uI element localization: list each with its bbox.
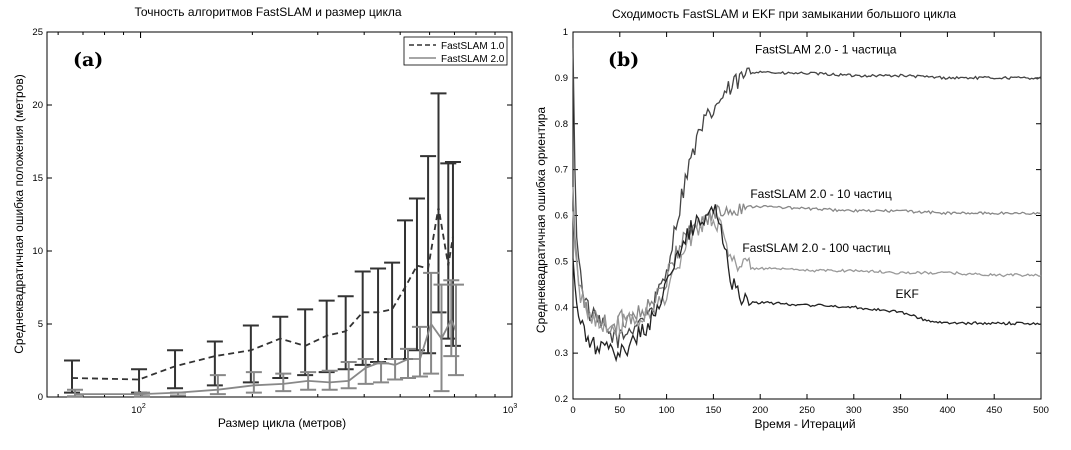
x-tick-label: 300 xyxy=(846,405,862,416)
x-tick-label: 102 xyxy=(131,403,146,416)
y-tick-label: 0.9 xyxy=(555,73,568,84)
panel-b-series-labels: FastSLAM 2.0 - 1 частица FastSLAM 2.0 - 1… xyxy=(742,43,918,302)
panel-a-title: Точность алгоритмов FastSLAM и размер ци… xyxy=(134,5,401,19)
legend-label-fastslam2: FastSLAM 2.0 xyxy=(441,54,505,65)
x-tick-label: 200 xyxy=(752,405,768,416)
y-tick-label: 0.7 xyxy=(555,165,568,176)
x-tick-label: 100 xyxy=(659,405,675,416)
legend-box xyxy=(403,36,508,66)
panel-a-ylabel: Среднеквадратичная ошибка положения (мет… xyxy=(12,74,26,353)
panel-a: Точность алгоритмов FastSLAM и размер ци… xyxy=(12,5,517,430)
series-label-1: FastSLAM 2.0 - 1 частица xyxy=(755,43,897,57)
x-tick-label: 250 xyxy=(799,405,815,416)
panel-a-label: (a) xyxy=(73,49,103,71)
panel-a-legend: FastSLAM 1.0 FastSLAM 2.0 xyxy=(403,36,508,66)
panel-a-error-bars xyxy=(64,92,464,398)
x-tick-label: 150 xyxy=(705,405,721,416)
series-label-2: FastSLAM 2.0 - 10 частиц xyxy=(750,187,892,201)
x-tick-label: 50 xyxy=(615,405,626,416)
y-tick-label: 25 xyxy=(32,27,43,38)
x-tick-label: 350 xyxy=(893,405,909,416)
x-tick-label: 400 xyxy=(939,405,955,416)
panel-b-ylabel: Среднеквадратичная ошибка ориентира xyxy=(534,107,548,334)
series-line-1 xyxy=(71,207,454,381)
series-line-2 xyxy=(572,186,1042,334)
panel-b-xlabel: Время - Итераций xyxy=(754,417,855,431)
panel-b-title: Сходимость FastSLAM и EKF при замыкании … xyxy=(612,7,956,21)
panel-b-lines xyxy=(572,47,1042,363)
panel-b-x-ticks: 0 50 100 150 200 250 300 350 400 450 500 xyxy=(570,32,1049,416)
y-tick-label: 10 xyxy=(32,246,43,257)
y-tick-label: 0.3 xyxy=(555,348,568,359)
y-tick-label: 15 xyxy=(32,173,43,184)
y-tick-label: 1 xyxy=(563,27,568,38)
series-label-4: EKF xyxy=(895,287,918,301)
y-tick-label: 5 xyxy=(38,319,43,330)
panel-a-xlabel: Размер цикла (метров) xyxy=(218,416,346,430)
y-tick-label: 0 xyxy=(38,392,43,403)
panel-a-lines xyxy=(71,207,457,396)
y-tick-label: 20 xyxy=(32,100,43,111)
series-line-1 xyxy=(572,47,1042,349)
legend-label-fastslam1: FastSLAM 1.0 xyxy=(441,41,505,52)
series-label-3: FastSLAM 2.0 - 100 частиц xyxy=(742,241,890,255)
y-tick-label: 0.2 xyxy=(555,394,568,405)
panel-b-label: (b) xyxy=(608,49,639,71)
y-tick-label: 0.8 xyxy=(555,119,568,130)
series-line-4 xyxy=(572,204,1042,363)
x-tick-label: 0 xyxy=(570,405,575,416)
y-tick-label: 0.4 xyxy=(555,302,568,313)
x-tick-label: 450 xyxy=(986,405,1002,416)
y-tick-label: 0.6 xyxy=(555,211,568,222)
x-tick-label: 500 xyxy=(1033,405,1049,416)
panel-b-y-ticks: 0.2 0.3 0.4 0.5 0.6 0.7 0.8 0.9 1 xyxy=(555,27,1041,405)
y-tick-label: 0.5 xyxy=(555,256,568,267)
panel-a-y-ticks: 0 5 10 15 20 25 xyxy=(32,27,512,403)
series-line-2 xyxy=(75,317,457,396)
panel-b-plot-area xyxy=(572,31,1042,400)
x-tick-label: 103 xyxy=(503,403,518,416)
panel-b: Сходимость FastSLAM и EKF при замыкании … xyxy=(534,7,1049,431)
